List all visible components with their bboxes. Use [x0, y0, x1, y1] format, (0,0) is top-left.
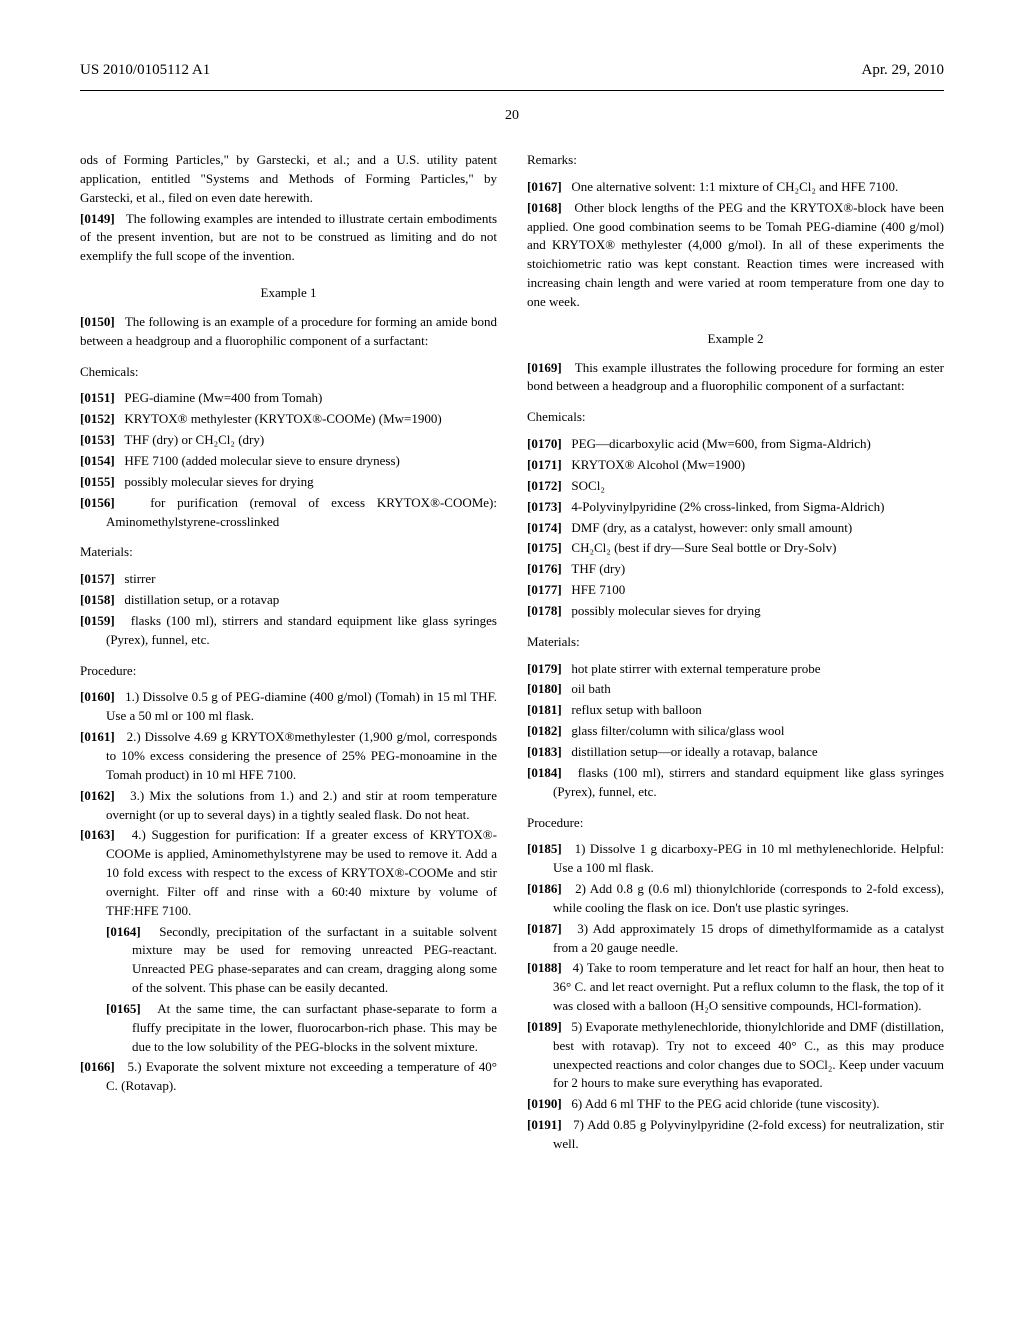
list-item: [0172] SOCl₂ — [527, 477, 944, 496]
right-column: Remarks: [0167] One alternative solvent:… — [527, 151, 944, 1156]
paragraph: [0167] One alternative solvent: 1:1 mixt… — [527, 178, 944, 197]
publication-number: US 2010/0105112 A1 — [80, 60, 210, 82]
section-label: Remarks: — [527, 151, 944, 170]
list-item: [0178] possibly molecular sieves for dry… — [527, 602, 944, 621]
paragraph: ods of Forming Particles," by Garstecki,… — [80, 151, 497, 208]
list-item: [0183] distillation setup—or ideally a r… — [527, 743, 944, 762]
list-item: [0161] 2.) Dissolve 4.69 g KRYTOX®methyl… — [80, 728, 497, 785]
section-label: Chemicals: — [527, 408, 944, 427]
sub-item: [0164] Secondly, precipitation of the su… — [80, 923, 497, 998]
list-item: [0174] DMF (dry, as a catalyst, however:… — [527, 519, 944, 538]
paragraph: [0169] This example illustrates the foll… — [527, 359, 944, 397]
list-item: [0171] KRYTOX® Alcohol (Mw=1900) — [527, 456, 944, 475]
list-item: [0155] possibly molecular sieves for dry… — [80, 473, 497, 492]
list-item: [0187] 3) Add approximately 15 drops of … — [527, 920, 944, 958]
publication-date: Apr. 29, 2010 — [862, 60, 945, 82]
list-item: [0163] 4.) Suggestion for purification: … — [80, 826, 497, 920]
list-item: [0184] flasks (100 ml), stirrers and sta… — [527, 764, 944, 802]
section-label: Procedure: — [527, 814, 944, 833]
list-item: [0159] flasks (100 ml), stirrers and sta… — [80, 612, 497, 650]
list-item: [0182] glass filter/column with silica/g… — [527, 722, 944, 741]
list-item: [0166] 5.) Evaporate the solvent mixture… — [80, 1058, 497, 1096]
paragraph: [0150] The following is an example of a … — [80, 313, 497, 351]
list-item: [0191] 7) Add 0.85 g Polyvinylpyridine (… — [527, 1116, 944, 1154]
list-item: [0160] 1.) Dissolve 0.5 g of PEG-diamine… — [80, 688, 497, 726]
list-item: [0157] stirrer — [80, 570, 497, 589]
page-number: 20 — [80, 106, 944, 126]
list-item: [0175] CH₂Cl₂ (best if dry—Sure Seal bot… — [527, 539, 944, 558]
list-item: [0188] 4) Take to room temperature and l… — [527, 959, 944, 1016]
list-item: [0185] 1) Dissolve 1 g dicarboxy-PEG in … — [527, 840, 944, 878]
list-item: [0190] 6) Add 6 ml THF to the PEG acid c… — [527, 1095, 944, 1114]
section-label: Chemicals: — [80, 363, 497, 382]
list-item: [0152] KRYTOX® methylester (KRYTOX®-COOM… — [80, 410, 497, 429]
section-label: Materials: — [527, 633, 944, 652]
page-header: US 2010/0105112 A1 Apr. 29, 2010 — [80, 60, 944, 82]
list-item: [0158] distillation setup, or a rotavap — [80, 591, 497, 610]
list-item: [0181] reflux setup with balloon — [527, 701, 944, 720]
section-label: Materials: — [80, 543, 497, 562]
header-divider — [80, 90, 944, 91]
sub-item: [0165] At the same time, the can surfact… — [80, 1000, 497, 1057]
list-item: [0162] 3.) Mix the solutions from 1.) an… — [80, 787, 497, 825]
list-item: [0176] THF (dry) — [527, 560, 944, 579]
list-item: [0177] HFE 7100 — [527, 581, 944, 600]
example-heading: Example 1 — [80, 284, 497, 303]
list-item: [0151] PEG-diamine (Mw=400 from Tomah) — [80, 389, 497, 408]
list-item: [0180] oil bath — [527, 680, 944, 699]
list-item: [0170] PEG—dicarboxylic acid (Mw=600, fr… — [527, 435, 944, 454]
left-column: ods of Forming Particles," by Garstecki,… — [80, 151, 497, 1156]
paragraph: [0168] Other block lengths of the PEG an… — [527, 199, 944, 312]
paragraph: [0149] The following examples are intend… — [80, 210, 497, 267]
list-item: [0156] for purification (removal of exce… — [80, 494, 497, 532]
list-item: [0173] 4-Polyvinylpyridine (2% cross-lin… — [527, 498, 944, 517]
list-item: [0179] hot plate stirrer with external t… — [527, 660, 944, 679]
content-columns: ods of Forming Particles," by Garstecki,… — [80, 151, 944, 1156]
list-item: [0189] 5) Evaporate methylenechloride, t… — [527, 1018, 944, 1093]
list-item: [0153] THF (dry) or CH₂Cl₂ (dry) — [80, 431, 497, 450]
example-heading: Example 2 — [527, 330, 944, 349]
list-item: [0186] 2) Add 0.8 g (0.6 ml) thionylchlo… — [527, 880, 944, 918]
section-label: Procedure: — [80, 662, 497, 681]
list-item: [0154] HFE 7100 (added molecular sieve t… — [80, 452, 497, 471]
